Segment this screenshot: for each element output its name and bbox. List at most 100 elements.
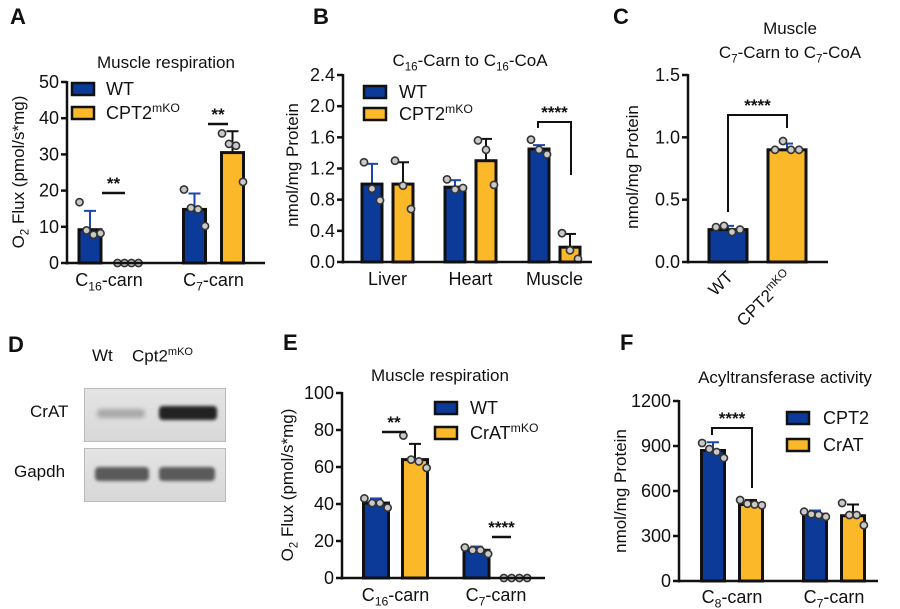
blot-crat-membrane [84, 388, 226, 442]
data-point [806, 509, 816, 519]
data-point [367, 498, 377, 508]
legend-label: WT [106, 79, 134, 99]
legend-swatch [70, 105, 96, 121]
y-tick-label: 100 [304, 383, 334, 403]
data-point [359, 494, 369, 503]
x-tick-label-part: C [702, 587, 715, 607]
y-axis-label-part: nmol/mg Protein [283, 103, 302, 227]
x-tick-label-part: -carn [102, 270, 143, 290]
y-tick-label: 80 [314, 420, 334, 440]
data-point [468, 545, 478, 555]
chart-subtitle-part: -CoA [822, 43, 861, 62]
y-tick-label: 0.5 [655, 190, 680, 210]
blot-gapdh-membrane [84, 448, 226, 502]
y-tick-label: 10 [39, 217, 59, 237]
blot-lane-label-cpt2: Cpt2mKO [132, 346, 193, 367]
x-tick-label-part: C [466, 585, 479, 605]
y-tick-label: 600 [641, 481, 671, 501]
panel-letter-b: B [313, 4, 329, 29]
legend-label: CrAT [823, 435, 864, 455]
y-axis-label: nmol/mg Protein [611, 429, 630, 553]
y-axis-label-part: O [9, 235, 28, 248]
x-tick-label: C7-carn [183, 270, 244, 294]
x-tick-label-part: WT [705, 267, 737, 299]
significance-stars: ** [107, 174, 121, 193]
legend-swatch [433, 400, 459, 416]
legend-label-part: CrAT [470, 423, 511, 443]
significance-stars: **** [744, 96, 771, 115]
y-tick-label: 1.6 [310, 127, 335, 147]
data-point [224, 139, 234, 149]
data-point [450, 185, 460, 194]
data-point [75, 197, 84, 207]
y-axis-label-part: nmol/mg Protein [611, 429, 630, 553]
bar [401, 458, 429, 580]
legend-label: WT [399, 82, 427, 102]
bar [474, 159, 498, 264]
data-point [186, 203, 196, 213]
legend-label-part: WT [470, 398, 498, 418]
chart-title: Muscle respiration [97, 53, 235, 72]
bar [527, 147, 551, 264]
data-point [711, 222, 721, 232]
y-axis-label-part: Flux (pmol/s*mg) [9, 96, 28, 229]
significance-stars: **** [488, 518, 515, 537]
data-point [460, 543, 470, 552]
chart-subtitle-part: 7 [816, 53, 822, 65]
legend-swatch [362, 84, 388, 100]
panel-letter-f: F [620, 330, 633, 355]
y-axis-label-part: 2 [19, 229, 31, 235]
legend-label-part: mKO [445, 102, 473, 116]
data-point [375, 498, 385, 508]
y-tick-label: 0 [49, 253, 59, 273]
data-point [712, 447, 722, 457]
data-point [526, 135, 536, 145]
data-point [786, 145, 796, 155]
data-point [719, 221, 729, 231]
x-tick-label-part: 7 [479, 595, 486, 609]
chart-title-part: 16 [405, 61, 418, 73]
data-point [442, 175, 452, 184]
significance-stars: ** [387, 413, 401, 432]
bar [220, 151, 245, 265]
significance-bracket [711, 427, 753, 488]
bar [766, 148, 808, 264]
data-point [414, 457, 424, 466]
y-tick-label: 1.5 [655, 65, 680, 85]
data-point [859, 520, 869, 530]
data-point [398, 181, 408, 191]
data-point [489, 180, 499, 190]
y-tick-label: 0.8 [310, 190, 335, 210]
data-point [483, 549, 493, 559]
significance-bracket [727, 114, 788, 212]
y-tick-label: 2.0 [310, 96, 335, 116]
y-tick-label: 1.0 [655, 127, 680, 147]
data-point [534, 145, 544, 155]
blot-row-label-crat: CrAT [30, 402, 69, 421]
data-point [231, 141, 241, 151]
blot-band-gapdh-wt [95, 467, 149, 481]
chart-subtitle-part: C [719, 43, 731, 62]
chart-title-part: -CoA [509, 51, 548, 70]
data-point [557, 228, 567, 238]
data-point [750, 500, 760, 509]
chart-subtitle-part: -Carn to C [738, 43, 816, 62]
y-tick-label: 2.4 [310, 65, 335, 85]
x-tick-label: WT [705, 267, 737, 299]
chart-title: C16-Carn to C16-CoA [392, 51, 548, 73]
y-tick-label: 20 [314, 531, 334, 551]
legend-label: CPT2 [823, 408, 869, 428]
legend-label-part: WT [399, 82, 427, 102]
legend-label-part: WT [106, 79, 134, 99]
y-tick-label: 0.0 [655, 252, 680, 272]
y-tick-label: 40 [314, 494, 334, 514]
data-point [697, 438, 707, 448]
x-tick-label-part: -carn [388, 585, 429, 605]
data-point [383, 503, 393, 513]
y-axis-label-part: 2 [288, 542, 300, 548]
y-tick-label: 0 [324, 568, 334, 588]
bar [700, 449, 726, 583]
blot-lane-label-sup: mKO [167, 346, 193, 358]
y-tick-label: 20 [39, 181, 59, 201]
